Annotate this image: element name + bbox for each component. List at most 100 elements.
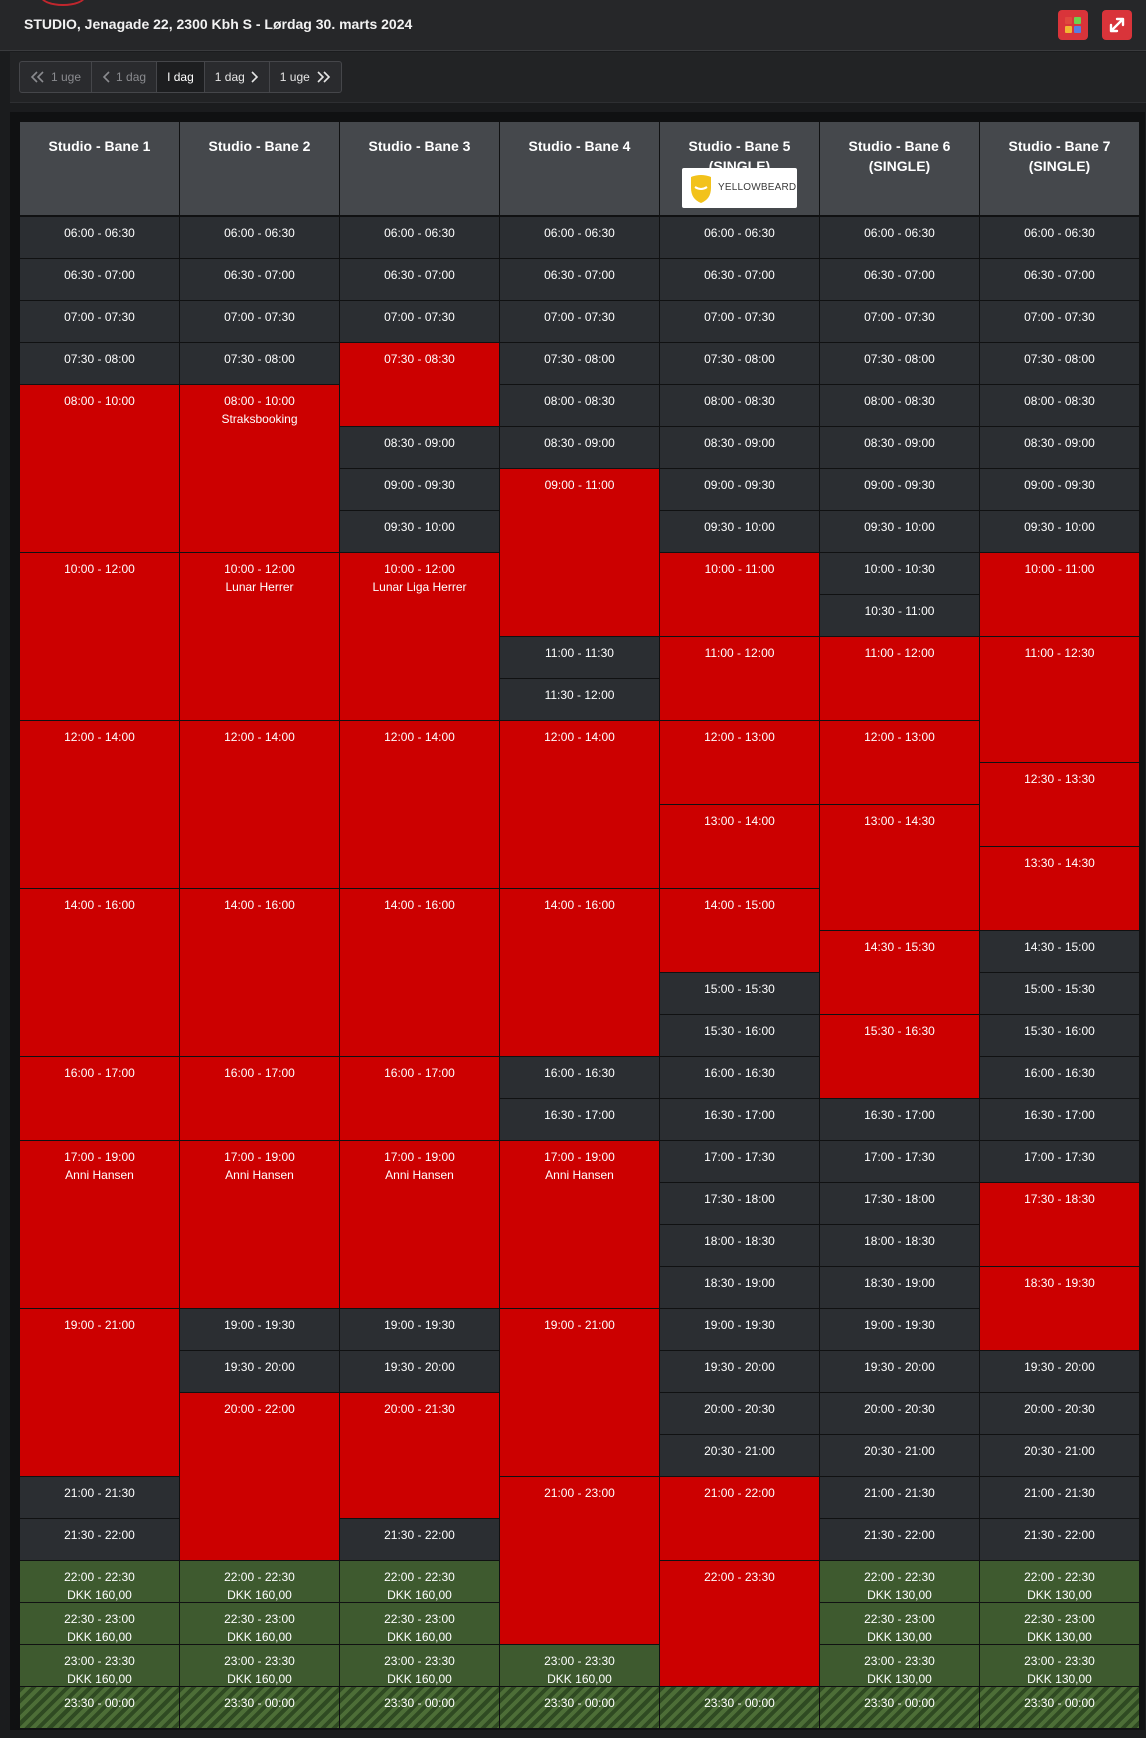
free-time-slot[interactable]: 07:00 - 07:30	[180, 301, 339, 342]
priced-time-slot[interactable]: 22:30 - 23:00 DKK 160,00	[180, 1603, 339, 1644]
unavailable-time-slot[interactable]: 23:30 - 00:00	[340, 1687, 499, 1728]
free-time-slot[interactable]: 09:30 - 10:00	[820, 511, 979, 552]
free-time-slot[interactable]: 16:30 - 17:00	[500, 1099, 659, 1140]
unavailable-time-slot[interactable]: 23:30 - 00:00	[180, 1687, 339, 1728]
free-time-slot[interactable]: 08:30 - 09:00	[980, 427, 1139, 468]
free-time-slot[interactable]: 19:00 - 19:30	[820, 1309, 979, 1350]
prev-day-button[interactable]: 1 dag	[92, 62, 158, 92]
free-time-slot[interactable]: 08:30 - 09:00	[340, 427, 499, 468]
unavailable-time-slot[interactable]: 23:30 - 00:00	[660, 1687, 819, 1728]
free-time-slot[interactable]: 09:00 - 09:30	[660, 469, 819, 510]
free-time-slot[interactable]: 08:00 - 08:30	[820, 385, 979, 426]
unavailable-time-slot[interactable]: 23:30 - 00:00	[820, 1687, 979, 1728]
free-time-slot[interactable]: 07:00 - 07:30	[20, 301, 179, 342]
free-time-slot[interactable]: 08:00 - 08:30	[500, 385, 659, 426]
free-time-slot[interactable]: 06:00 - 06:30	[980, 217, 1139, 258]
unavailable-time-slot[interactable]: 23:30 - 00:00	[500, 1687, 659, 1728]
free-time-slot[interactable]: 15:00 - 15:30	[980, 973, 1139, 1014]
free-time-slot[interactable]: 07:00 - 07:30	[340, 301, 499, 342]
free-time-slot[interactable]: 06:30 - 07:00	[340, 259, 499, 300]
free-time-slot[interactable]: 16:30 - 17:00	[820, 1099, 979, 1140]
free-time-slot[interactable]: 08:00 - 08:30	[660, 385, 819, 426]
free-time-slot[interactable]: 21:30 - 22:00	[340, 1519, 499, 1560]
priced-time-slot[interactable]: 23:00 - 23:30 DKK 160,00	[20, 1645, 179, 1686]
next-day-button[interactable]: 1 dag	[205, 62, 270, 92]
free-time-slot[interactable]: 18:30 - 19:00	[660, 1267, 819, 1308]
priced-time-slot[interactable]: 23:00 - 23:30 DKK 160,00	[180, 1645, 339, 1686]
free-time-slot[interactable]: 14:30 - 15:00	[980, 931, 1139, 972]
free-time-slot[interactable]: 09:00 - 09:30	[820, 469, 979, 510]
free-time-slot[interactable]: 21:30 - 22:00	[980, 1519, 1139, 1560]
free-time-slot[interactable]: 06:30 - 07:00	[20, 259, 179, 300]
free-time-slot[interactable]: 19:00 - 19:30	[660, 1309, 819, 1350]
free-time-slot[interactable]: 19:30 - 20:00	[820, 1351, 979, 1392]
priced-time-slot[interactable]: 22:30 - 23:00 DKK 160,00	[20, 1603, 179, 1644]
color-grid-button[interactable]	[1058, 10, 1088, 40]
free-time-slot[interactable]: 09:30 - 10:00	[980, 511, 1139, 552]
free-time-slot[interactable]: 09:30 - 10:00	[660, 511, 819, 552]
free-time-slot[interactable]: 06:30 - 07:00	[660, 259, 819, 300]
priced-time-slot[interactable]: 22:00 - 22:30 DKK 160,00	[20, 1561, 179, 1602]
free-time-slot[interactable]: 21:00 - 21:30	[20, 1477, 179, 1518]
free-time-slot[interactable]: 18:00 - 18:30	[660, 1225, 819, 1266]
free-time-slot[interactable]: 20:00 - 20:30	[660, 1393, 819, 1434]
priced-time-slot[interactable]: 23:00 - 23:30 DKK 160,00	[500, 1645, 659, 1686]
free-time-slot[interactable]: 21:00 - 21:30	[820, 1477, 979, 1518]
prev-week-button[interactable]: 1 uge	[20, 62, 93, 92]
free-time-slot[interactable]: 06:30 - 07:00	[820, 259, 979, 300]
free-time-slot[interactable]: 06:00 - 06:30	[500, 217, 659, 258]
free-time-slot[interactable]: 16:00 - 16:30	[660, 1057, 819, 1098]
free-time-slot[interactable]: 10:30 - 11:00	[820, 595, 979, 636]
free-time-slot[interactable]: 07:30 - 08:00	[500, 343, 659, 384]
free-time-slot[interactable]: 09:00 - 09:30	[980, 469, 1139, 510]
free-time-slot[interactable]: 08:30 - 09:00	[820, 427, 979, 468]
free-time-slot[interactable]: 07:30 - 08:00	[20, 343, 179, 384]
free-time-slot[interactable]: 15:30 - 16:00	[660, 1015, 819, 1056]
free-time-slot[interactable]: 21:00 - 21:30	[980, 1477, 1139, 1518]
free-time-slot[interactable]: 20:30 - 21:00	[980, 1435, 1139, 1476]
free-time-slot[interactable]: 21:30 - 22:00	[20, 1519, 179, 1560]
unavailable-time-slot[interactable]: 23:30 - 00:00	[980, 1687, 1139, 1728]
free-time-slot[interactable]: 08:30 - 09:00	[500, 427, 659, 468]
free-time-slot[interactable]: 06:00 - 06:30	[660, 217, 819, 258]
free-time-slot[interactable]: 06:00 - 06:30	[20, 217, 179, 258]
unavailable-time-slot[interactable]: 23:30 - 00:00	[20, 1687, 179, 1728]
free-time-slot[interactable]: 09:00 - 09:30	[340, 469, 499, 510]
free-time-slot[interactable]: 10:00 - 10:30	[820, 553, 979, 594]
free-time-slot[interactable]: 11:00 - 11:30	[500, 637, 659, 678]
free-time-slot[interactable]: 07:00 - 07:30	[980, 301, 1139, 342]
free-time-slot[interactable]: 17:00 - 17:30	[660, 1141, 819, 1182]
free-time-slot[interactable]: 08:30 - 09:00	[660, 427, 819, 468]
free-time-slot[interactable]: 19:00 - 19:30	[340, 1309, 499, 1350]
free-time-slot[interactable]: 08:00 - 08:30	[980, 385, 1139, 426]
priced-time-slot[interactable]: 22:00 - 22:30 DKK 130,00	[980, 1561, 1139, 1602]
free-time-slot[interactable]: 19:00 - 19:30	[180, 1309, 339, 1350]
priced-time-slot[interactable]: 23:00 - 23:30 DKK 160,00	[340, 1645, 499, 1686]
free-time-slot[interactable]: 15:30 - 16:00	[980, 1015, 1139, 1056]
free-time-slot[interactable]: 07:30 - 08:00	[180, 343, 339, 384]
priced-time-slot[interactable]: 22:30 - 23:00 DKK 160,00	[340, 1603, 499, 1644]
free-time-slot[interactable]: 21:30 - 22:00	[820, 1519, 979, 1560]
free-time-slot[interactable]: 16:00 - 16:30	[500, 1057, 659, 1098]
priced-time-slot[interactable]: 22:30 - 23:00 DKK 130,00	[980, 1603, 1139, 1644]
free-time-slot[interactable]: 17:00 - 17:30	[980, 1141, 1139, 1182]
free-time-slot[interactable]: 06:30 - 07:00	[500, 259, 659, 300]
free-time-slot[interactable]: 18:00 - 18:30	[820, 1225, 979, 1266]
priced-time-slot[interactable]: 22:00 - 22:30 DKK 130,00	[820, 1561, 979, 1602]
priced-time-slot[interactable]: 22:30 - 23:00 DKK 130,00	[820, 1603, 979, 1644]
free-time-slot[interactable]: 17:30 - 18:00	[660, 1183, 819, 1224]
free-time-slot[interactable]: 19:30 - 20:00	[180, 1351, 339, 1392]
today-button[interactable]: I dag	[157, 62, 205, 92]
free-time-slot[interactable]: 19:30 - 20:00	[660, 1351, 819, 1392]
free-time-slot[interactable]: 19:30 - 20:00	[980, 1351, 1139, 1392]
free-time-slot[interactable]: 20:30 - 21:00	[660, 1435, 819, 1476]
fullscreen-button[interactable]	[1102, 10, 1132, 40]
free-time-slot[interactable]: 06:00 - 06:30	[820, 217, 979, 258]
free-time-slot[interactable]: 17:30 - 18:00	[820, 1183, 979, 1224]
priced-time-slot[interactable]: 23:00 - 23:30 DKK 130,00	[980, 1645, 1139, 1686]
free-time-slot[interactable]: 07:30 - 08:00	[980, 343, 1139, 384]
free-time-slot[interactable]: 07:00 - 07:30	[820, 301, 979, 342]
free-time-slot[interactable]: 07:00 - 07:30	[500, 301, 659, 342]
priced-time-slot[interactable]: 22:00 - 22:30 DKK 160,00	[180, 1561, 339, 1602]
free-time-slot[interactable]: 06:30 - 07:00	[980, 259, 1139, 300]
